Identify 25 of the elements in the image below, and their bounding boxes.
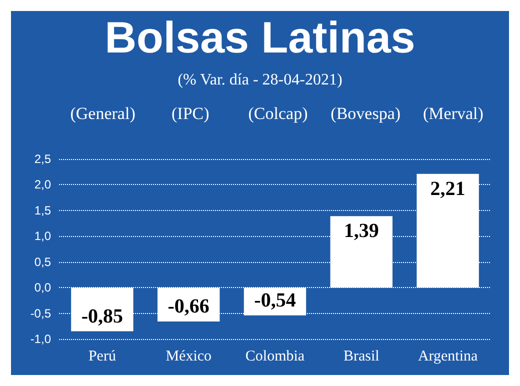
x-tick-label: Perú: [88, 348, 116, 364]
y-tick-label: 1,0: [34, 229, 52, 244]
data-label: -0,85: [81, 305, 124, 328]
data-label: -0,66: [168, 296, 210, 318]
data-label: 1,39: [344, 220, 379, 242]
x-tick-label: Brasil: [343, 348, 380, 364]
text: (Colcap): [248, 104, 308, 123]
y-tick-label: 0,5: [34, 254, 52, 269]
chart-title: Bolsas Latinas: [104, 14, 416, 62]
y-tick-label: 2,5: [34, 152, 52, 166]
text: (Merval): [422, 104, 484, 123]
y-tick-label: -1,0: [30, 332, 52, 346]
data-label: 2,21: [430, 178, 466, 200]
y-tick-label: -0,5: [30, 306, 52, 320]
chart-subtitle: (% Var. día - 28-04-2021): [178, 72, 342, 88]
y-tick-label: 1,5: [34, 203, 52, 218]
text: (General): [70, 104, 136, 123]
x-tick-label: Colombia: [245, 348, 305, 364]
x-tick-label: Argentina: [418, 348, 478, 364]
y-tick-label: 0,0: [34, 280, 52, 295]
text: (IPC): [172, 104, 210, 123]
text: (Bovespa): [330, 104, 401, 123]
y-tick-label: 2,0: [34, 178, 52, 192]
x-tick-label: México: [166, 348, 212, 364]
data-label: -0,54: [254, 289, 296, 312]
